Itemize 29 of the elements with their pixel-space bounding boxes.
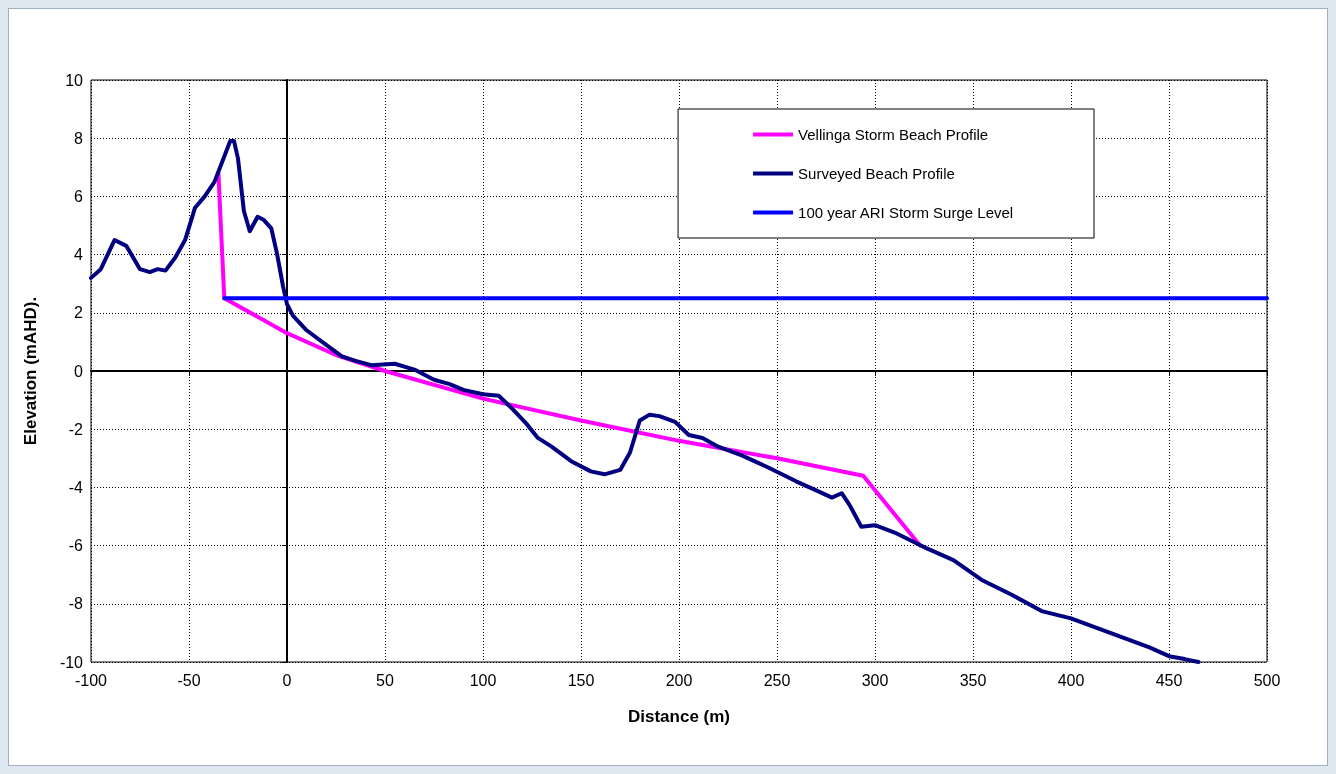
x-tick-label: 150 [567,671,595,689]
x-tick-label: 350 [959,671,987,689]
y-tick-label: 6 [74,187,84,205]
x-tick-label: 400 [1057,671,1085,689]
y-tick-label: 8 [74,129,84,147]
x-tick-label: 450 [1155,671,1183,689]
y-tick-label: -4 [68,478,84,496]
y-tick-label: 0 [74,362,84,380]
x-tick-label: -50 [177,671,201,689]
y-tick-label: -6 [68,537,84,555]
x-tick-label: 100 [469,671,497,689]
y-tick-label: -10 [59,653,84,671]
y-tick-label: -2 [68,420,84,438]
legend-label: Vellinga Storm Beach Profile [798,126,989,143]
y-tick-label: 10 [65,71,84,89]
x-tick-label: 0 [282,671,292,689]
y-axis-title: Elevation (mAHD). [21,296,40,446]
x-tick-label: -100 [74,671,108,689]
y-tick-label: 4 [74,246,84,264]
x-axis-title: Distance (m) [627,707,731,726]
legend-label: 100 year ARI Storm Surge Level [798,204,1014,221]
x-tick-label: 200 [665,671,693,689]
x-tick-label: 50 [376,671,394,689]
x-tick-label: 500 [1253,671,1281,689]
y-tick-label: 2 [74,304,84,322]
x-tick-label: 300 [861,671,889,689]
y-tick-label: -8 [68,595,84,613]
x-tick-label: 250 [763,671,791,689]
legend-label: Surveyed Beach Profile [798,165,955,182]
